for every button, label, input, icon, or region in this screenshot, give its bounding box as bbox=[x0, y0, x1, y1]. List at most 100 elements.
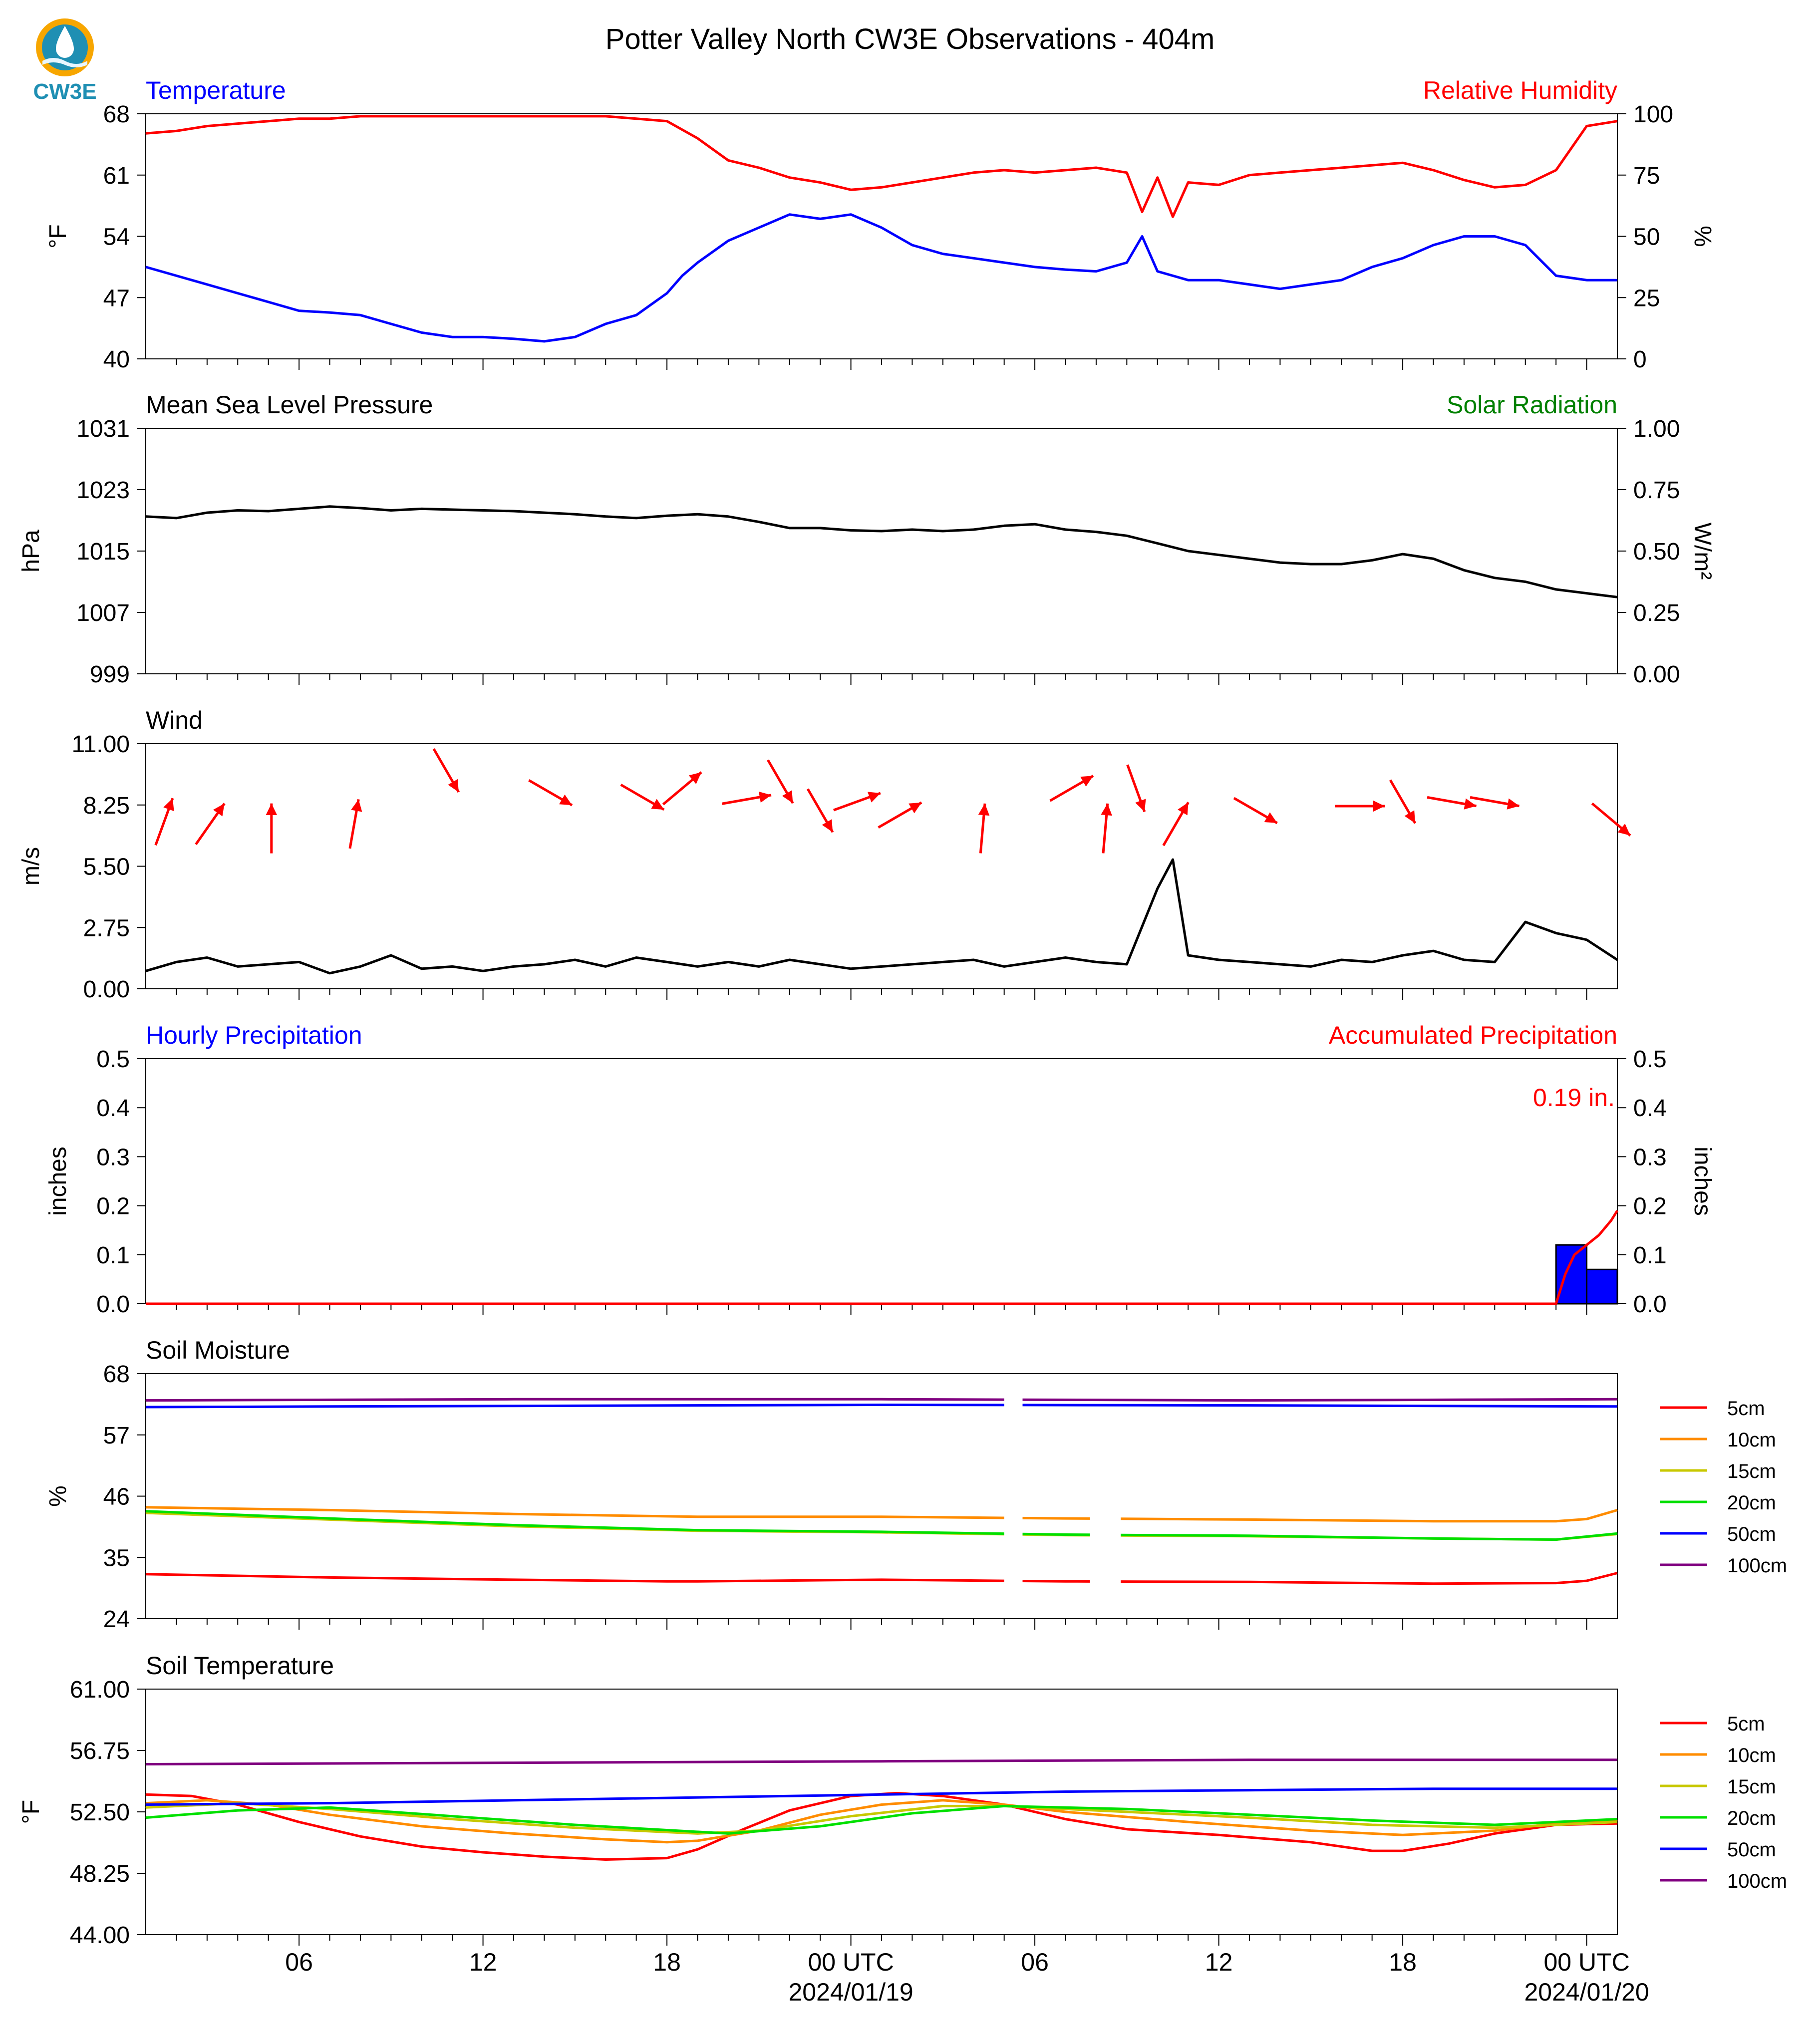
wind-arrow-head bbox=[782, 790, 793, 804]
left-y-tick-label: 68 bbox=[103, 101, 130, 128]
wind-arrow-head bbox=[213, 803, 225, 817]
left-y-tick-label: 0.4 bbox=[96, 1095, 130, 1122]
wind-arrow bbox=[1591, 802, 1631, 837]
data-point bbox=[789, 1810, 790, 1811]
data-point bbox=[299, 118, 300, 119]
data-point bbox=[1310, 564, 1311, 565]
data-point bbox=[1157, 271, 1158, 272]
data-point bbox=[329, 506, 330, 507]
right-y-tick-label: 0 bbox=[1633, 346, 1647, 373]
wind-arrow-head bbox=[1264, 812, 1277, 823]
data-point bbox=[1617, 1820, 1618, 1821]
left-y-axis-label: inches bbox=[45, 1147, 71, 1216]
left-y-tick-label: 47 bbox=[103, 285, 130, 311]
right-y-tick-label: 75 bbox=[1633, 163, 1660, 189]
wind-arrow-head bbox=[651, 799, 664, 810]
legend-label: 50cm bbox=[1727, 1839, 1776, 1861]
data-point bbox=[820, 182, 821, 183]
left-y-axis-label: °F bbox=[18, 1800, 44, 1824]
x-tick-label: 12 bbox=[469, 1948, 497, 1976]
data-point bbox=[544, 1856, 545, 1857]
legend-label: 100cm bbox=[1727, 1555, 1787, 1577]
panel-right-title: Relative Humidity bbox=[1423, 76, 1617, 104]
data-point bbox=[1433, 1788, 1434, 1789]
left-y-tick-label: 2.75 bbox=[83, 915, 130, 941]
data-point bbox=[1218, 280, 1219, 281]
wind-arrow-head bbox=[1178, 802, 1189, 816]
right-y-tick-label: 0.5 bbox=[1633, 1046, 1667, 1073]
wind-arrow-head bbox=[909, 802, 922, 814]
wind-arrow bbox=[878, 801, 922, 829]
wind-arrow-head bbox=[867, 792, 881, 803]
data-point bbox=[1341, 564, 1342, 565]
data-point bbox=[1617, 1210, 1618, 1211]
right-y-tick-label: 0.0 bbox=[1633, 1291, 1667, 1318]
right-y-tick-label: 0.50 bbox=[1633, 539, 1680, 565]
data-point bbox=[1142, 236, 1143, 237]
data-point bbox=[697, 138, 698, 139]
wind-arrow bbox=[528, 779, 573, 807]
data-point bbox=[1065, 1791, 1066, 1792]
data-point bbox=[973, 258, 974, 259]
x-date-label: 2024/01/20 bbox=[1524, 1978, 1649, 2006]
left-y-axis-label: m/s bbox=[18, 847, 44, 885]
panel-left-title: Soil Moisture bbox=[146, 1336, 290, 1364]
data-point bbox=[942, 531, 943, 532]
legend-label: 5cm bbox=[1727, 1398, 1765, 1420]
wind-arrow bbox=[1101, 803, 1112, 854]
data-point bbox=[1188, 280, 1189, 281]
data-point bbox=[1617, 1406, 1618, 1407]
left-y-tick-label: 1007 bbox=[76, 600, 130, 626]
legend-label: 20cm bbox=[1727, 1492, 1776, 1514]
right-y-tick-label: 0.00 bbox=[1633, 661, 1680, 688]
legend-label: 10cm bbox=[1727, 1429, 1776, 1451]
left-y-tick-label: 0.2 bbox=[96, 1193, 130, 1220]
left-y-axis-label: % bbox=[45, 1485, 71, 1507]
wind-arrow bbox=[833, 792, 881, 812]
data-point bbox=[1249, 1400, 1250, 1401]
left-y-tick-label: 0.3 bbox=[96, 1144, 130, 1170]
data-point bbox=[1617, 1533, 1618, 1534]
wind-arrow bbox=[266, 803, 278, 854]
series-line-50cm bbox=[145, 1787, 1617, 1806]
right-y-tick-label: 50 bbox=[1633, 224, 1660, 251]
wind-arrow-head bbox=[1373, 800, 1385, 812]
right-y-tick-label: 0.75 bbox=[1633, 477, 1680, 504]
wind-arrow-head bbox=[1101, 803, 1112, 816]
right-y-tick-label: 1.00 bbox=[1633, 416, 1680, 442]
series-line-relative-humidity bbox=[145, 115, 1618, 218]
wind-arrow bbox=[195, 803, 226, 846]
panel-left-title: Mean Sea Level Pressure bbox=[146, 391, 433, 419]
wind-arrow-head bbox=[266, 803, 278, 816]
wind-arrow-head bbox=[351, 799, 362, 812]
data-point bbox=[1310, 284, 1311, 285]
data-point bbox=[1065, 1518, 1066, 1519]
data-point bbox=[1218, 959, 1219, 960]
series-line-50cm bbox=[145, 1404, 1618, 1409]
x-tick-label: 06 bbox=[285, 1948, 313, 1976]
wind-arrow bbox=[432, 748, 460, 793]
left-y-tick-label: 46 bbox=[103, 1484, 130, 1510]
data-point bbox=[789, 959, 790, 960]
panel-soil_moisture: 68 57 46 35 24 Soil Moisture% 5cm 10cm 15cm 20cm 5… bbox=[45, 1336, 1787, 1633]
panel-frame bbox=[145, 428, 1618, 674]
right-y-tick-label: 0.4 bbox=[1633, 1095, 1667, 1122]
data-point bbox=[697, 1516, 698, 1517]
wind-arrow bbox=[1126, 764, 1146, 813]
data-point bbox=[1433, 1538, 1434, 1539]
left-y-tick-label: 40 bbox=[103, 346, 130, 373]
data-point bbox=[1249, 1759, 1250, 1760]
left-y-tick-label: 54 bbox=[103, 224, 130, 251]
data-point bbox=[1249, 284, 1250, 285]
wind-arrow bbox=[1470, 796, 1520, 810]
left-y-tick-label: 0.00 bbox=[83, 976, 130, 1003]
right-y-tick-label: 0.2 bbox=[1633, 1193, 1667, 1220]
data-point bbox=[329, 312, 330, 313]
data-point bbox=[421, 1846, 422, 1847]
data-point bbox=[942, 177, 943, 178]
left-y-tick-label: 44.00 bbox=[70, 1922, 130, 1949]
series-line-mean-sea-level-pressure bbox=[145, 505, 1618, 598]
left-y-tick-label: 68 bbox=[103, 1361, 130, 1388]
data-point bbox=[1341, 959, 1342, 960]
